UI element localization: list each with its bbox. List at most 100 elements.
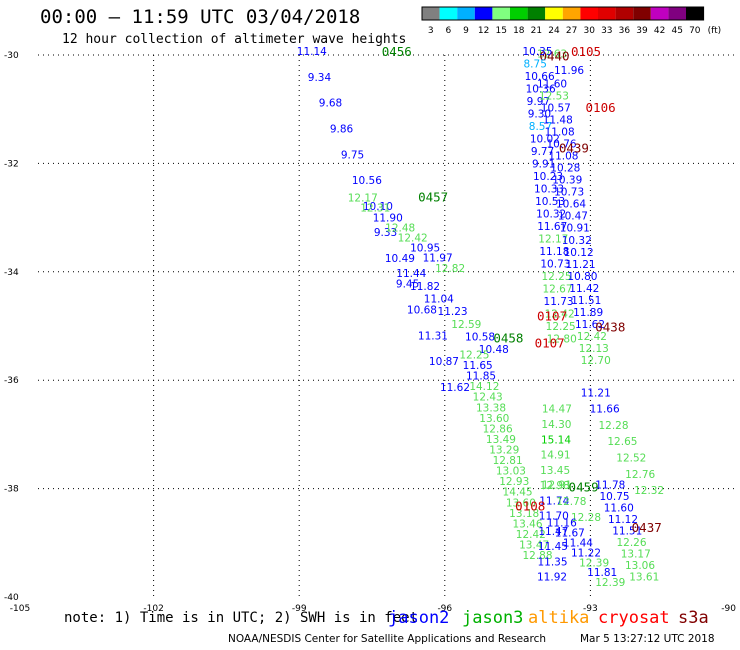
color-bin <box>580 7 598 20</box>
wave-height-value: 11.35 <box>537 556 567 568</box>
wave-height-value: 12.98 <box>540 480 570 492</box>
wave-height-value: 14.47 <box>542 404 572 416</box>
wave-height-value: 14.30 <box>541 419 571 431</box>
wave-height-value: 11.21 <box>566 259 596 271</box>
wave-height-value: 10.32 <box>536 208 566 220</box>
wave-height-value: 10.28 <box>550 163 580 175</box>
wave-height-value: 11.44 <box>563 537 593 549</box>
color-bin <box>527 7 546 20</box>
lat-tick-label: -34 <box>4 268 19 278</box>
wave-height-value: 13.46 <box>512 518 542 530</box>
color-bin <box>457 7 475 20</box>
pass-time-label: 0107 <box>537 309 567 324</box>
wave-height-value: 10.35 <box>522 46 552 58</box>
wave-height-value: 11.04 <box>424 294 454 306</box>
wave-height-value: 12.78 <box>556 496 586 508</box>
wave-height-value: 12.17 <box>538 233 568 245</box>
wave-height-value: 10.75 <box>600 491 630 503</box>
wave-height-value: 9.97 <box>527 96 550 108</box>
wave-height-value: 12.42 <box>398 233 428 245</box>
wave-height-value: 12.32 <box>634 485 664 497</box>
color-bin-label: 27 <box>566 26 577 36</box>
wave-height-value: 13.47 <box>519 540 549 552</box>
wave-height-value: 11.51 <box>571 295 601 307</box>
color-bin <box>545 7 563 20</box>
wave-height-value: 12.80 <box>547 333 577 345</box>
lon-tick-label: -105 <box>10 604 30 614</box>
color-bin <box>492 7 510 20</box>
wave-height-value: 10.10 <box>363 201 393 213</box>
wave-height-value: 12.43 <box>473 392 503 404</box>
wave-height-value: 10.33 <box>534 183 564 195</box>
wave-height-value: 8.75 <box>524 58 547 70</box>
wave-height-value: 12.42 <box>516 529 546 541</box>
wave-height-value: 13.17 <box>621 549 651 561</box>
color-bin-label: 30 <box>583 26 595 36</box>
color-bin-label: 15 <box>495 26 506 36</box>
footer-note: note: 1) Time is in UTC; 2) SWH is in fe… <box>64 610 419 626</box>
lon-tick-label: -93 <box>583 604 598 614</box>
pass-time-label: 0459 <box>569 479 599 494</box>
wave-height-value: 13.60 <box>506 497 536 509</box>
pass-time-label: 0440 <box>539 48 569 63</box>
satellite-label-jason2: jason2 <box>388 608 450 628</box>
wave-height-value: 11.31 <box>418 330 448 342</box>
wave-height-value: 12.65 <box>607 436 637 448</box>
lon-tick-label: -99 <box>292 604 307 614</box>
wave-height-value: 10.57 <box>541 103 571 115</box>
wave-height-value: 12.53 <box>539 91 569 103</box>
wave-height-value: 12.39 <box>595 577 625 589</box>
wave-height-value: 13.03 <box>496 466 526 478</box>
color-bin-label: 3 <box>428 26 434 36</box>
wave-height-value: 8.57 <box>529 121 552 133</box>
wave-height-value: 11.89 <box>573 307 603 319</box>
wave-height-value: 13.49 <box>486 434 516 446</box>
wave-height-value: 11.45 <box>538 541 568 553</box>
wave-height-value: 13.18 <box>509 508 539 520</box>
satellite-label-jason3: jason3 <box>462 608 524 628</box>
wave-height-value: 10.66 <box>525 71 555 83</box>
lon-tick-label: -90 <box>721 604 736 614</box>
wave-height-value: 10.73 <box>554 187 584 199</box>
color-bin-label: 9 <box>463 26 469 36</box>
wave-height-value: 12.25 <box>459 350 489 362</box>
wave-height-value: 9.86 <box>330 124 354 136</box>
wave-height-value: 10.23 <box>533 171 563 183</box>
color-bin <box>633 7 651 20</box>
wave-height-value: 10.87 <box>429 356 459 368</box>
color-scale-legend: 3 6 9 12 15 18 21 24 27 30 33 36 39 42 45 70 (ft) <box>421 6 721 36</box>
wave-height-value: 12.91 <box>542 480 572 492</box>
wave-height-value: 9.33 <box>374 227 397 239</box>
wave-height-value: 11.42 <box>569 283 599 295</box>
color-bin-label: 21 <box>531 26 542 36</box>
wave-height-value: 12.81 <box>493 455 523 467</box>
wave-height-value: 10.12 <box>564 247 594 259</box>
pass-time-label: 0438 <box>595 319 625 334</box>
wave-height-value: 10.95 <box>410 243 440 255</box>
color-bin-label: 42 <box>654 26 665 36</box>
wave-height-value: 11.08 <box>548 151 578 163</box>
wave-height-value: 11.14 <box>297 46 327 58</box>
color-bin-label: 45 <box>671 26 682 36</box>
wave-height-value: 14.91 <box>541 450 571 462</box>
wave-height-value: 11.47 <box>538 526 568 538</box>
wave-height-value: 10.36 <box>526 83 556 95</box>
color-scale-frame <box>421 6 705 21</box>
page-title: 00:00 – 11:59 UTC 03/04/2018 <box>40 6 361 28</box>
wave-height-value: 12.25 <box>541 271 571 283</box>
wave-height-value: 11.81 <box>587 567 617 579</box>
pass-time-label: 0108 <box>515 498 545 513</box>
wave-height-value: 11.66 <box>590 404 620 416</box>
color-bin <box>615 7 634 20</box>
pass-time-label: 0106 <box>586 100 616 115</box>
wave-height-value: 12.63 <box>537 49 567 61</box>
lat-tick-label: -40 <box>4 593 19 603</box>
wave-height-value: 12.52 <box>616 453 646 465</box>
wave-height-value: 12.28 <box>571 512 601 524</box>
pass-time-label: 0457 <box>418 189 448 204</box>
wave-height-value: 13.29 <box>489 445 519 457</box>
pass-time-label: 0105 <box>571 44 601 59</box>
wave-height-value: 12.13 <box>579 343 609 355</box>
color-bin <box>510 7 528 20</box>
color-bin <box>439 7 458 20</box>
